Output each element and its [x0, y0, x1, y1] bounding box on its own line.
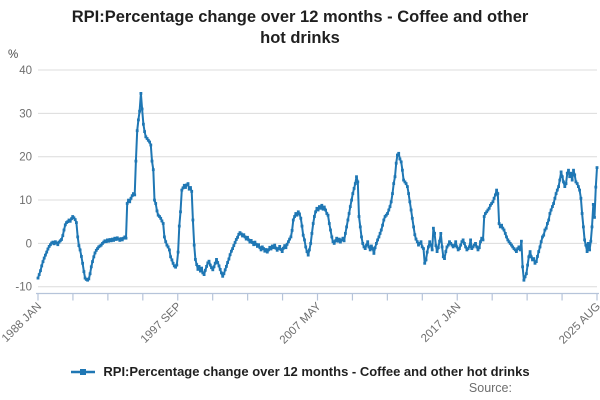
legend-label: RPI:Percentage change over 12 months - C… — [103, 364, 530, 379]
y-tick-label: 0 — [26, 238, 32, 250]
data-point-markers — [36, 92, 599, 282]
y-tick-label: -10 — [15, 282, 32, 294]
x-tick-label: 2025 AUG — [557, 301, 600, 347]
y-axis-unit-label: % — [8, 49, 18, 61]
chart-title: RPI:Percentage change over 12 months - C… — [71, 8, 529, 48]
y-tick-label: 30 — [19, 108, 32, 120]
y-tick-label: 20 — [19, 152, 32, 164]
legend: RPI:Percentage change over 12 months - C… — [0, 364, 600, 379]
y-tick-label: 40 — [19, 65, 32, 77]
x-tick-label: 1997 SEP — [139, 300, 184, 345]
source-label: Source: — [468, 381, 512, 395]
x-tick-label: 2017 JAN — [419, 301, 463, 345]
data-line — [37, 92, 598, 282]
x-tick-label: 1988 JAN — [0, 301, 44, 345]
y-tick-label: 10 — [19, 195, 32, 207]
x-tick-label: 2007 MAY — [278, 300, 324, 346]
legend-line-marker-icon — [70, 367, 96, 377]
